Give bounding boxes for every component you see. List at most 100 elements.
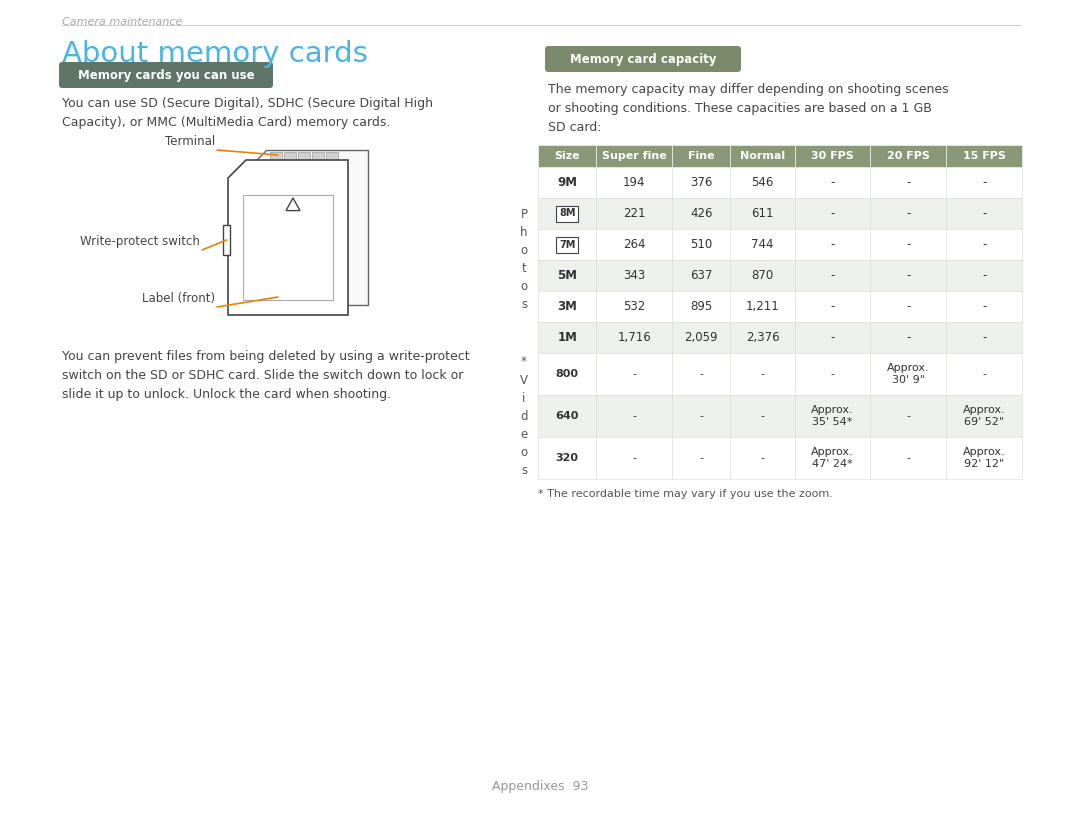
Text: Normal: Normal xyxy=(740,151,785,161)
Bar xyxy=(870,145,946,167)
Text: The memory capacity may differ depending on shooting scenes
or shooting conditio: The memory capacity may differ depending… xyxy=(548,83,948,134)
Text: -: - xyxy=(982,331,986,344)
Text: 20 FPS: 20 FPS xyxy=(887,151,930,161)
Text: Appendixes  93: Appendixes 93 xyxy=(491,780,589,793)
Text: 2,376: 2,376 xyxy=(745,331,780,344)
Bar xyxy=(222,225,230,255)
Text: 426: 426 xyxy=(690,207,713,220)
Text: 343: 343 xyxy=(623,269,646,282)
Text: 870: 870 xyxy=(752,269,773,282)
Bar xyxy=(538,198,596,229)
Bar xyxy=(946,229,1022,260)
Bar xyxy=(870,322,946,353)
Bar xyxy=(556,236,578,253)
Bar xyxy=(730,260,795,291)
Bar xyxy=(538,145,596,167)
Bar xyxy=(730,229,795,260)
Text: Memory card capacity: Memory card capacity xyxy=(570,52,716,65)
Text: Size: Size xyxy=(554,151,580,161)
Text: 744: 744 xyxy=(752,238,773,251)
Text: Memory cards you can use: Memory cards you can use xyxy=(78,68,254,82)
Bar xyxy=(538,229,596,260)
Text: -: - xyxy=(906,207,910,220)
Text: Fine: Fine xyxy=(688,151,715,161)
Text: 7M: 7M xyxy=(559,240,576,249)
Bar xyxy=(270,152,282,172)
Text: About memory cards: About memory cards xyxy=(62,40,368,68)
Text: * The recordable time may vary if you use the zoom.: * The recordable time may vary if you us… xyxy=(538,489,833,499)
Text: 376: 376 xyxy=(690,176,713,189)
Text: 8M: 8M xyxy=(559,209,576,218)
Bar xyxy=(538,395,596,437)
Text: 640: 640 xyxy=(555,411,579,421)
Text: -: - xyxy=(982,300,986,313)
Text: 221: 221 xyxy=(623,207,646,220)
Text: 264: 264 xyxy=(623,238,646,251)
Text: -: - xyxy=(760,369,765,379)
Text: -: - xyxy=(906,176,910,189)
Text: 320: 320 xyxy=(555,453,579,463)
Bar xyxy=(596,229,672,260)
Bar xyxy=(672,353,730,395)
Bar xyxy=(795,145,870,167)
Text: -: - xyxy=(831,369,835,379)
Bar xyxy=(672,437,730,479)
Bar xyxy=(312,152,324,172)
Bar xyxy=(596,198,672,229)
Bar xyxy=(284,152,296,172)
FancyBboxPatch shape xyxy=(545,46,741,72)
Text: 510: 510 xyxy=(690,238,713,251)
Text: -: - xyxy=(632,369,636,379)
Text: Approx.
35' 54*: Approx. 35' 54* xyxy=(811,404,854,427)
Bar xyxy=(596,167,672,198)
Bar xyxy=(870,198,946,229)
Bar xyxy=(538,437,596,479)
Bar xyxy=(946,167,1022,198)
Bar xyxy=(730,291,795,322)
Bar xyxy=(870,260,946,291)
Text: 532: 532 xyxy=(623,300,646,313)
Text: -: - xyxy=(906,411,910,421)
Bar xyxy=(946,322,1022,353)
Bar xyxy=(672,291,730,322)
Bar xyxy=(538,322,596,353)
Text: -: - xyxy=(831,207,835,220)
Bar xyxy=(870,353,946,395)
Text: 546: 546 xyxy=(752,176,773,189)
Text: 194: 194 xyxy=(623,176,646,189)
Bar xyxy=(672,395,730,437)
Bar xyxy=(538,260,596,291)
Bar xyxy=(672,229,730,260)
Text: 800: 800 xyxy=(555,369,579,379)
Text: -: - xyxy=(699,453,703,463)
Bar xyxy=(596,322,672,353)
Bar xyxy=(946,353,1022,395)
Text: -: - xyxy=(982,207,986,220)
Bar xyxy=(538,167,596,198)
Bar xyxy=(596,353,672,395)
Text: Label (front): Label (front) xyxy=(141,292,215,305)
Text: -: - xyxy=(831,269,835,282)
Polygon shape xyxy=(228,160,348,315)
Text: 611: 611 xyxy=(752,207,773,220)
Text: -: - xyxy=(982,269,986,282)
Bar xyxy=(730,353,795,395)
Bar xyxy=(946,145,1022,167)
Text: 1,211: 1,211 xyxy=(745,300,780,313)
Text: Terminal: Terminal xyxy=(165,135,215,148)
Bar xyxy=(672,167,730,198)
Text: Approx.
92' 12": Approx. 92' 12" xyxy=(962,447,1005,469)
Text: Approx.
30' 9": Approx. 30' 9" xyxy=(887,363,930,385)
Text: 30 FPS: 30 FPS xyxy=(811,151,854,161)
Bar xyxy=(672,322,730,353)
Bar xyxy=(538,353,596,395)
Bar xyxy=(298,152,310,172)
Text: Super fine: Super fine xyxy=(602,151,666,161)
Bar xyxy=(870,437,946,479)
Text: -: - xyxy=(982,176,986,189)
Bar xyxy=(596,395,672,437)
Text: -: - xyxy=(699,411,703,421)
Polygon shape xyxy=(248,150,368,305)
Text: -: - xyxy=(632,453,636,463)
Bar xyxy=(795,322,870,353)
